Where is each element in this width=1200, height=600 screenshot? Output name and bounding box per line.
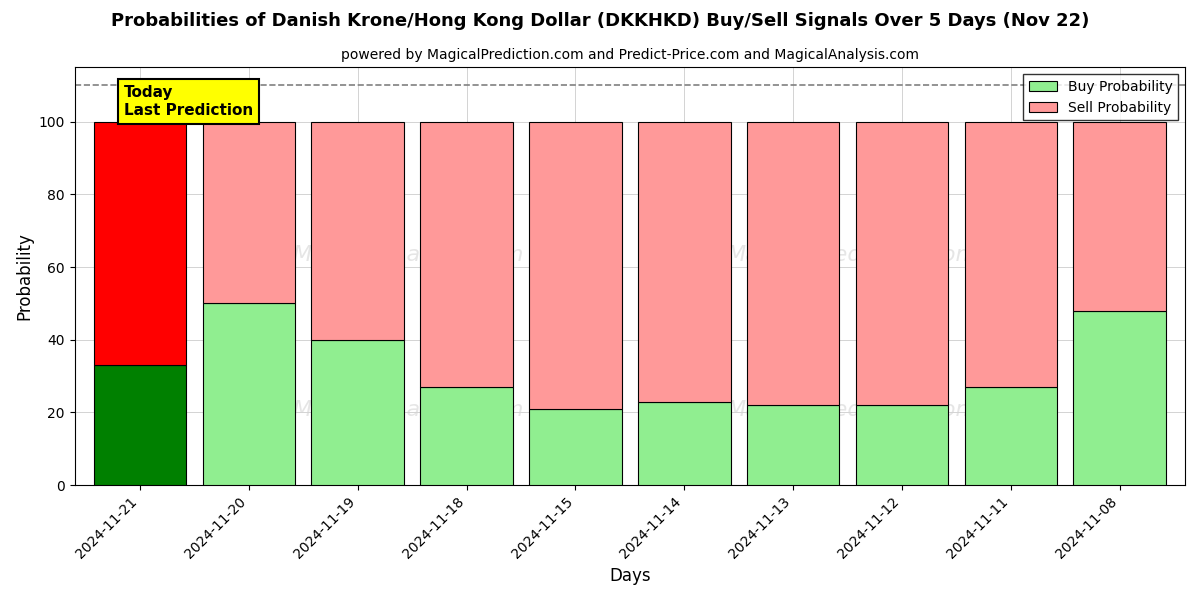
Bar	[746, 405, 839, 485]
Bar	[94, 122, 186, 365]
Bar	[1074, 122, 1166, 311]
Text: Today
Last Prediction: Today Last Prediction	[124, 85, 253, 118]
Bar	[312, 340, 404, 485]
Bar	[965, 122, 1057, 387]
Bar	[420, 387, 512, 485]
Bar	[965, 387, 1057, 485]
Legend: Buy Probability, Sell Probability: Buy Probability, Sell Probability	[1024, 74, 1178, 121]
Text: MagicalPrediction.com: MagicalPrediction.com	[726, 400, 978, 420]
Text: MagicalAnalysis.com: MagicalAnalysis.com	[292, 245, 523, 265]
Bar	[638, 401, 731, 485]
Text: Probabilities of Danish Krone/Hong Kong Dollar (DKKHKD) Buy/Sell Signals Over 5 : Probabilities of Danish Krone/Hong Kong …	[110, 12, 1090, 30]
Bar	[746, 122, 839, 405]
Y-axis label: Probability: Probability	[16, 232, 34, 320]
Bar	[203, 122, 295, 304]
Bar	[856, 122, 948, 405]
Bar	[856, 405, 948, 485]
Bar	[203, 304, 295, 485]
Bar	[94, 365, 186, 485]
Bar	[312, 122, 404, 340]
Bar	[529, 409, 622, 485]
Bar	[529, 122, 622, 409]
X-axis label: Days: Days	[610, 567, 650, 585]
Text: MagicalPrediction.com: MagicalPrediction.com	[726, 245, 978, 265]
Text: MagicalAnalysis.com: MagicalAnalysis.com	[292, 400, 523, 420]
Bar	[1074, 311, 1166, 485]
Title: powered by MagicalPrediction.com and Predict-Price.com and MagicalAnalysis.com: powered by MagicalPrediction.com and Pre…	[341, 48, 919, 62]
Bar	[638, 122, 731, 401]
Bar	[420, 122, 512, 387]
